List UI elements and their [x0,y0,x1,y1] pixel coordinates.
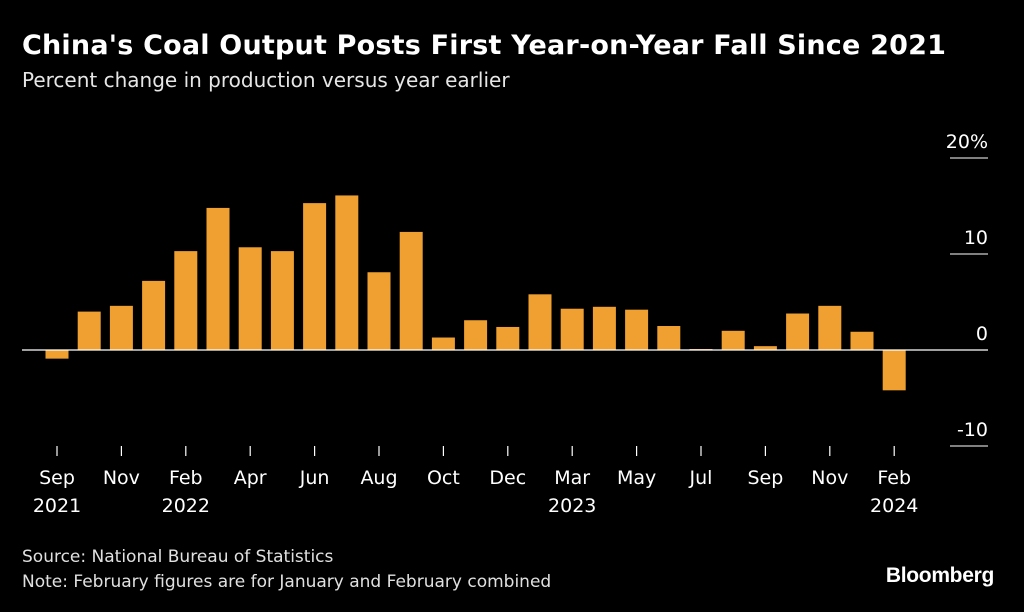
y-tick-label: 0 [976,323,988,345]
bar-nov-2023 [818,305,842,350]
bar-jun-2023 [657,326,681,350]
x-tick-label: Aug [360,467,397,489]
y-tick-label: -10 [957,419,988,441]
bar-dec-2023 [850,331,874,350]
bar-feb-2022 [174,251,198,350]
x-tick-label: Sep [747,467,783,489]
chart-title: China's Coal Output Posts First Year-on-… [22,30,947,61]
bar-oct-2021 [77,311,101,350]
x-tick-label: Feb [877,467,911,489]
bar-aug-2023 [721,330,745,350]
bar-jun-2022 [303,203,327,350]
x-tick-label: Mar [554,467,590,489]
x-tick-year-label: 2023 [548,495,596,517]
footer-notes: Source: National Bureau of Statistics No… [22,545,551,595]
bar-mar-2022 [206,207,230,350]
bar-oct-2023 [786,313,810,350]
bar-chart: 20% 10 0 -10 Sep 2021 Nov Feb 2022 Apr Jun Aug Oct De… [22,131,988,517]
bar-may-2022 [270,251,294,350]
x-tick-label: Sep [39,467,75,489]
x-tick-label: Nov [103,467,140,489]
bar-mar-2023 [560,308,584,350]
bar-dec-2021 [142,280,166,350]
bar-apr-2022 [238,247,262,350]
bar-jul-2022 [335,195,359,350]
source-text: Source: National Bureau of Statistics [22,547,334,567]
bar-nov-2022 [464,320,488,350]
x-tick-label: Oct [427,467,460,489]
bar-dec-2022 [496,326,520,350]
chart-subtitle: Percent change in production versus year… [22,68,510,92]
bar-apr-2023 [592,306,616,350]
bar-aug-2022 [367,272,391,350]
bar-nov-2021 [109,305,133,350]
bar-oct-2022 [431,337,455,350]
x-tick-label: Feb [169,467,203,489]
x-tick-year-label: 2021 [33,495,81,517]
bar-feb-2023 [528,294,552,350]
bar-may-2023 [625,309,649,350]
x-tick-label: Jul [689,467,713,489]
x-tick-label: Jun [299,467,330,489]
bar-feb-2024 [882,350,906,391]
x-tick-label: Dec [489,467,526,489]
x-tick-year-label: 2024 [870,495,918,517]
x-tick-label: Nov [811,467,848,489]
x-tick-label: May [617,467,656,489]
x-tick-year-label: 2022 [162,495,210,517]
bar-sep-2022 [399,231,423,350]
note-text: Note: February figures are for January a… [22,572,552,592]
x-tick-label: Apr [234,467,267,489]
y-tick-label: 10 [964,227,988,249]
bar-sep-2021 [45,350,69,359]
bloomberg-logo: Bloomberg [885,564,994,587]
bar-sep-2023 [753,346,777,350]
y-tick-label: 20% [946,131,988,153]
